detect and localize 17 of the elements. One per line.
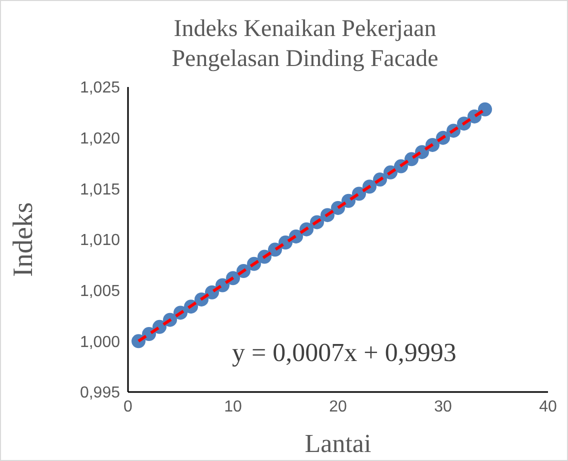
annotation: y = 0,0007x + 0,9993 [232,338,456,368]
y-tick-label: 1,015 [80,181,120,198]
x-tick-label: 30 [434,398,452,416]
y-tick-label: 1,020 [80,130,120,148]
y-tick-label: 1,005 [80,283,120,300]
y-tick-label: 0,995 [80,384,120,402]
x-tick-label: 0 [124,398,133,416]
y-axis-title: Indeks [8,202,39,277]
y-tick-label: 1,025 [80,80,120,97]
x-tick-label: 40 [539,398,557,416]
x-axis-title: Lantai [304,429,372,458]
x-tick-label: 20 [329,398,347,416]
point [478,102,492,116]
x-tick-label: 10 [224,398,242,416]
y-tick-label: 1,000 [80,334,120,351]
y-tick-label: 1,010 [80,232,120,250]
chart-title: Indeks Kenaikan Pekerjaan Pengelasan Dinding Facade [170,15,440,74]
